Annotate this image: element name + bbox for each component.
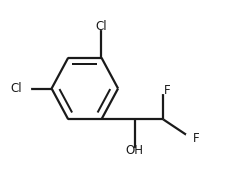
Text: Cl: Cl (96, 20, 107, 33)
Text: F: F (193, 132, 199, 145)
Text: Cl: Cl (10, 82, 22, 95)
Text: F: F (164, 84, 171, 97)
Text: OH: OH (126, 144, 144, 157)
